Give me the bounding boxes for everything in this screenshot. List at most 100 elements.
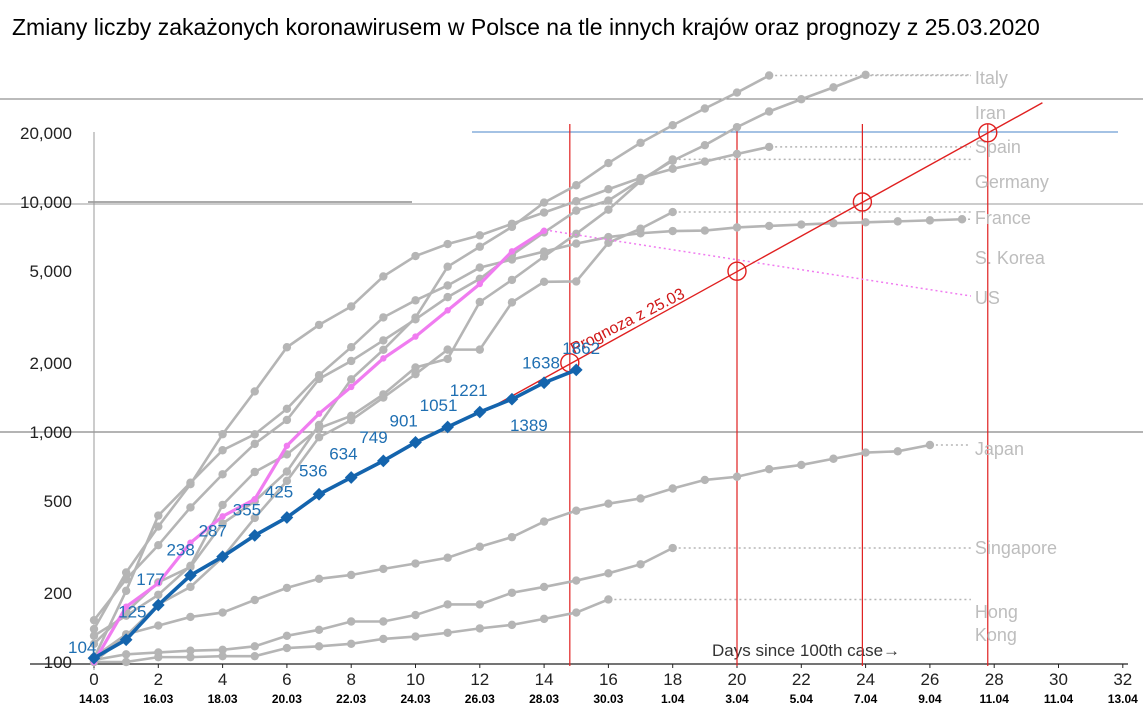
data-point <box>572 206 581 215</box>
data-point <box>154 621 163 630</box>
x-axis-label: Days since 100th case→ <box>712 641 900 660</box>
data-point <box>218 651 227 661</box>
data-point <box>893 217 902 226</box>
data-point <box>344 471 358 484</box>
data-point <box>893 447 902 456</box>
data-point <box>379 313 388 322</box>
data-point <box>411 559 420 568</box>
series-hong-kong: Hong Kong <box>89 595 1018 667</box>
data-point <box>829 83 838 92</box>
data-point <box>314 642 324 651</box>
data-label: 749 <box>359 428 387 447</box>
data-point <box>347 343 356 352</box>
data-point <box>732 88 742 97</box>
data-point <box>668 484 677 493</box>
series-label: Japan <box>975 439 1024 459</box>
data-point <box>186 646 195 655</box>
data-point <box>347 639 356 648</box>
series-us: US <box>90 227 1000 666</box>
y-tick-label: 20,000 <box>20 124 72 143</box>
data-point <box>282 643 292 653</box>
data-point <box>347 302 356 311</box>
data-point <box>250 642 259 651</box>
data-point <box>154 590 163 599</box>
series-italy: Italy <box>89 68 1008 625</box>
forecast-line <box>479 102 1043 415</box>
x-date-label: 14.03 <box>79 692 109 706</box>
series-label: Italy <box>975 68 1008 88</box>
data-point <box>250 513 259 523</box>
data-point <box>121 657 131 667</box>
data-point <box>572 277 581 286</box>
data-point <box>282 467 292 476</box>
data-point <box>475 624 484 633</box>
data-point <box>636 494 645 503</box>
data-point <box>121 568 131 577</box>
data-point <box>348 383 355 391</box>
data-point <box>218 608 227 617</box>
series-france: France <box>89 207 1031 667</box>
data-point <box>312 487 326 501</box>
series-label: France <box>975 208 1031 228</box>
data-point <box>604 499 613 508</box>
data-point <box>507 275 517 285</box>
data-point <box>668 155 677 164</box>
data-point <box>539 614 549 624</box>
data-point <box>409 436 422 449</box>
data-point <box>219 513 226 520</box>
data-point <box>154 511 163 520</box>
data-point <box>473 405 487 419</box>
y-tick-label: 500 <box>44 492 72 511</box>
data-point <box>732 149 742 159</box>
y-tick-label: 200 <box>44 584 72 603</box>
data-point <box>379 564 388 574</box>
data-point <box>700 226 710 235</box>
x-date-label: 16.03 <box>143 692 173 706</box>
data-point <box>508 248 516 255</box>
data-point <box>154 522 163 531</box>
data-point <box>636 138 645 148</box>
data-point <box>186 652 195 662</box>
data-point <box>314 574 324 584</box>
data-point <box>732 472 742 481</box>
data-point <box>282 583 292 593</box>
forecast-marker <box>727 261 747 281</box>
data-point <box>314 433 324 442</box>
data-point <box>443 292 452 302</box>
data-point <box>218 500 227 510</box>
x-tick-label: 24 <box>856 670 875 689</box>
data-label: 634 <box>329 445 357 464</box>
y-tick-label: 2,000 <box>29 354 72 373</box>
data-point <box>700 140 710 150</box>
data-label: 1638 <box>522 354 560 373</box>
x-tick-label: 10 <box>406 670 425 689</box>
data-point <box>379 393 388 402</box>
data-point <box>539 198 549 207</box>
data-point <box>507 298 517 307</box>
data-point <box>380 355 387 362</box>
x-date-label: 1.04 <box>661 692 685 706</box>
data-label: 238 <box>166 540 194 559</box>
data-point <box>507 588 517 597</box>
data-point <box>700 475 710 485</box>
series-label: Germany <box>975 172 1049 192</box>
data-label: 1221 <box>450 381 488 400</box>
data-label: 125 <box>118 603 146 622</box>
x-tick-label: 6 <box>282 670 291 689</box>
data-point <box>861 448 870 457</box>
forecast-marker <box>852 192 873 212</box>
data-point <box>475 345 484 354</box>
data-point <box>89 639 99 648</box>
data-point <box>539 517 549 526</box>
data-point <box>347 375 356 384</box>
data-point <box>700 104 710 113</box>
x-tick-label: 28 <box>985 670 1004 689</box>
data-point <box>636 560 645 569</box>
data-label: 1051 <box>420 396 458 415</box>
data-point <box>282 415 292 425</box>
x-date-label: 18.03 <box>208 692 238 706</box>
data-point <box>218 519 227 528</box>
data-point <box>186 478 195 487</box>
data-point <box>250 595 259 605</box>
series-japan: Japan <box>89 439 1024 662</box>
